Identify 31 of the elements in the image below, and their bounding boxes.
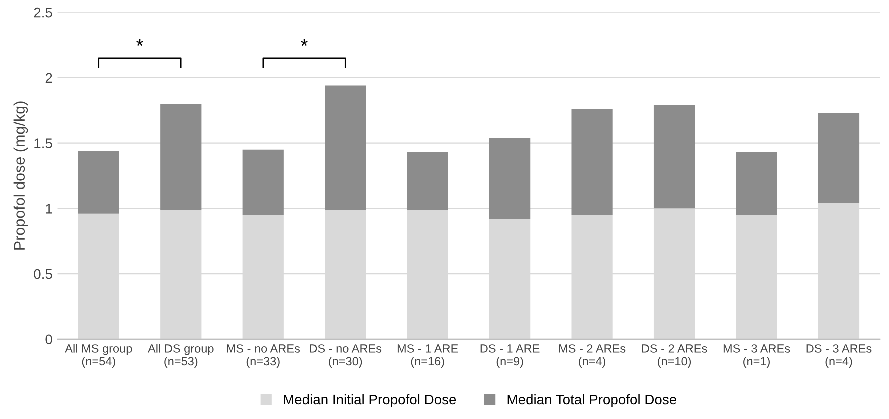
bar <box>572 109 613 216</box>
x-tick-label: DS - 2 AREs (n=10) <box>642 344 708 368</box>
bar <box>325 86 366 210</box>
bar <box>242 150 284 216</box>
y-tick-label: 2.5 <box>34 8 52 18</box>
x-tick-label: DS - no AREs (n=30) <box>310 344 382 368</box>
x-tick-label: MS - 3 AREs (n=1) <box>724 344 790 368</box>
x-tick-label: MS - 1 ARE (n=16) <box>398 344 458 368</box>
x-tick-label: MS - 2 AREs (n=4) <box>559 344 626 368</box>
y-tick-label: 1 <box>46 204 52 214</box>
x-tick-label: All MS group (n=54) <box>65 344 132 368</box>
x-tick-label: All DS group (n=53) <box>148 344 214 368</box>
y-tick-label: 0.5 <box>34 269 52 280</box>
y-tick-label: 0 <box>46 334 52 345</box>
legend-label: Median Total Propofol Dose <box>508 394 676 408</box>
bar <box>490 138 531 220</box>
x-tick-label: DS - 1 ARE (n=9) <box>480 344 540 368</box>
annotation: * <box>136 39 144 46</box>
bar <box>818 113 860 204</box>
x-tick-label: DS - 3 AREs (n=4) <box>806 344 872 368</box>
y-axis-title: Propofol dose (mg/kg) <box>14 102 28 250</box>
bar <box>654 105 696 209</box>
bar <box>160 104 202 210</box>
legend-label: Median Initial Propofol Dose <box>284 394 456 408</box>
annotation: * <box>301 39 308 46</box>
bar <box>736 152 778 216</box>
y-tick-label: 2 <box>46 73 52 83</box>
bar <box>407 152 448 210</box>
bar <box>78 151 120 214</box>
y-tick-label: 1.5 <box>34 138 52 148</box>
x-tick-label: MS - no AREs (n=33) <box>227 344 300 368</box>
